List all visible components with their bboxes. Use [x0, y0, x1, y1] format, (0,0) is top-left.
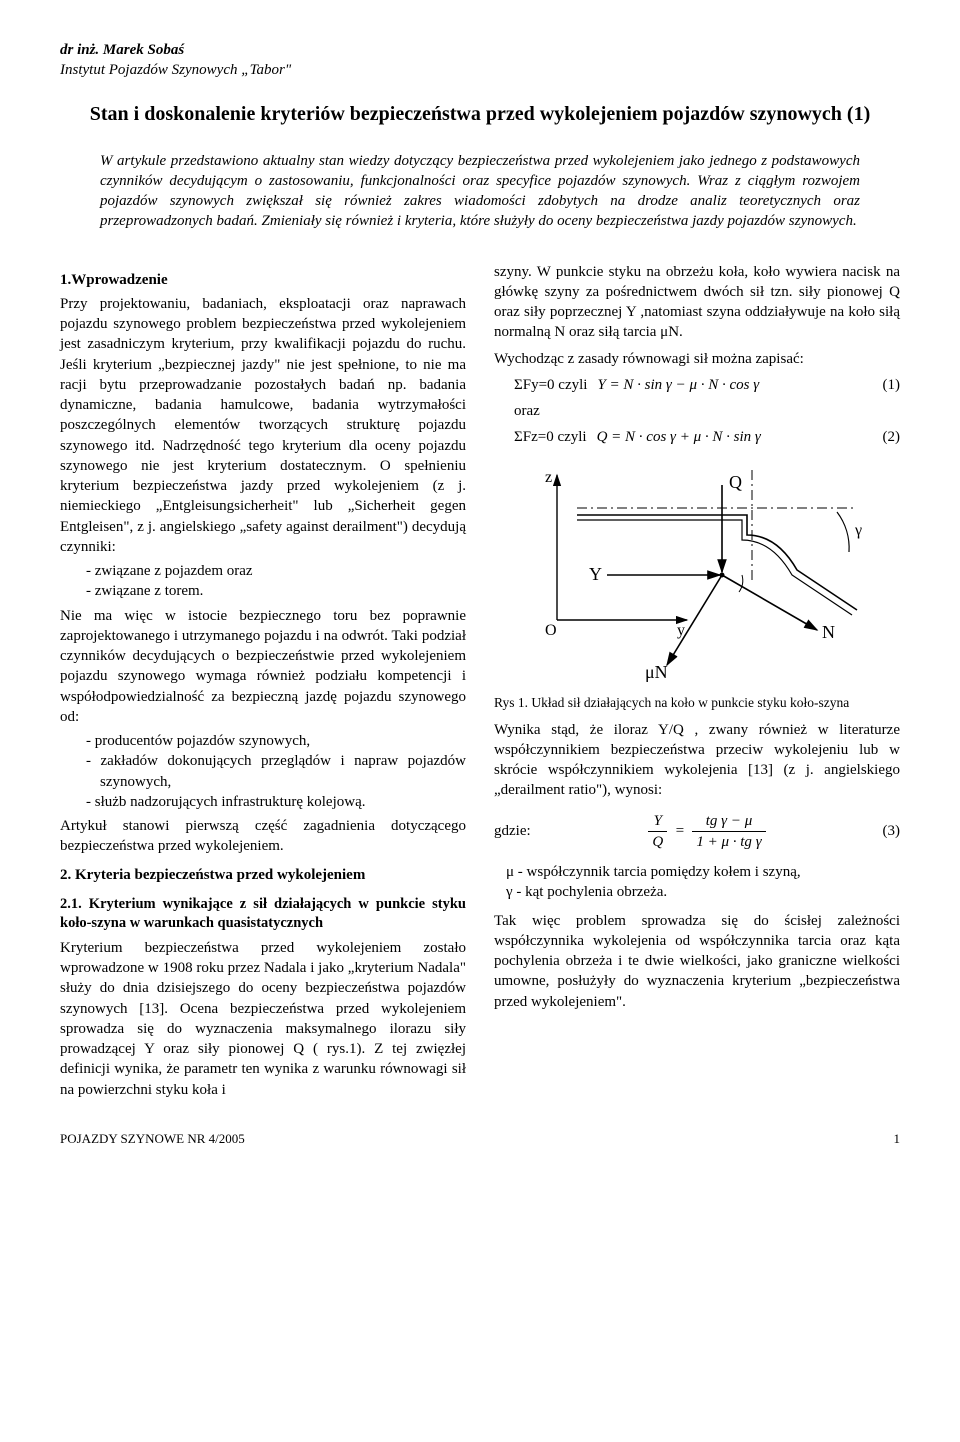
force-muN-label: μN — [645, 662, 668, 682]
factor-list-2: - producentów pojazdów szynowych, - zakł… — [86, 731, 466, 812]
eq2-number: (2) — [870, 427, 900, 447]
angle-gamma-label: γ — [854, 522, 862, 539]
author-block: dr inż. Marek Sobaś Instytut Pojazdów Sz… — [60, 40, 900, 81]
list-item: - zakładów dokonujących przeglądów i nap… — [86, 751, 466, 792]
author-name: dr inż. Marek Sobaś — [60, 40, 900, 60]
after-list-1: Nie ma więc w istocie bezpiecznego toru … — [60, 606, 466, 728]
left-column: 1.Wprowadzenie Przy projektowaniu, badan… — [60, 262, 466, 1100]
where-item: μ - współczynnik tarcia pomiędzy kołem i… — [506, 862, 900, 882]
equation-intro: Wychodząc z zasady równowagi sił można z… — [494, 349, 900, 369]
where-item: γ - kąt pochylenia obrzeża. — [506, 882, 900, 902]
eq2-body: Q = N · cos γ + μ · N · sin γ — [597, 427, 870, 447]
footer-page-number: 1 — [894, 1130, 901, 1148]
figure-1: z O y Y Q N — [494, 460, 900, 712]
footer-journal: POJAZDY SZYNOWE NR 4/2005 — [60, 1130, 245, 1148]
abstract: W artykule przedstawiono aktualny stan w… — [100, 151, 860, 232]
axis-z-label: z — [545, 469, 552, 486]
list-item: - służb nadzorujących infrastrukturę kol… — [86, 792, 466, 812]
eq1-number: (1) — [870, 375, 900, 395]
eq1-body: Y = N · sin γ − μ · N · cos γ — [597, 375, 870, 395]
right-column: szyny. W punkcie styku na obrzeżu koła, … — [494, 262, 900, 1100]
section-2-1-heading: 2.1. Kryterium wynikające z sił działają… — [60, 895, 466, 934]
force-Y-label: Y — [589, 564, 602, 584]
author-affiliation: Instytut Pojazdów Szynowych „Tabor" — [60, 60, 900, 80]
origin-label: O — [545, 622, 557, 639]
force-N-label: N — [822, 622, 835, 642]
eq3-body: YQ = tg γ − μ1 + μ · tg γ — [544, 811, 870, 853]
equation-oraz: oraz — [514, 401, 900, 421]
eq1-prefix: ΣFy=0 czyli — [514, 375, 587, 395]
after-list-2: Artykuł stanowi pierwszą część zagadnien… — [60, 816, 466, 857]
eq3-where-label: gdzie: — [494, 821, 544, 841]
wheel-rail-force-diagram: z O y Y Q N — [517, 460, 877, 690]
continuation-text: szyny. W punkcie styku na obrzeżu koła, … — [494, 262, 900, 343]
force-Q-label: Q — [729, 472, 742, 492]
list-item: - producentów pojazdów szynowych, — [86, 731, 466, 751]
two-column-body: 1.Wprowadzenie Przy projektowaniu, badan… — [60, 262, 900, 1100]
section-1-heading: 1.Wprowadzenie — [60, 270, 466, 290]
section-1-body: Przy projektowaniu, badaniach, eksploata… — [60, 294, 466, 557]
equation-3: gdzie: YQ = tg γ − μ1 + μ · tg γ (3) — [494, 811, 900, 853]
list-item: - związane z pojazdem oraz — [86, 561, 466, 581]
paper-title: Stan i doskonalenie kryteriów bezpieczeń… — [60, 101, 900, 127]
page-footer: POJAZDY SZYNOWE NR 4/2005 1 — [60, 1130, 900, 1148]
after-figure-text: Wynika stąd, że iloraz Y/Q , zwany równi… — [494, 720, 900, 801]
closing-paragraph: Tak więc problem sprowadza się do ścisłe… — [494, 911, 900, 1012]
factor-list-1: - związane z pojazdem oraz - związane z … — [86, 561, 466, 602]
where-definitions: μ - współczynnik tarcia pomiędzy kołem i… — [494, 862, 900, 903]
equation-2: ΣFz=0 czyli Q = N · cos γ + μ · N · sin … — [494, 427, 900, 447]
equation-1: ΣFy=0 czyli Y = N · sin γ − μ · N · cos … — [494, 375, 900, 395]
list-item: - związane z torem. — [86, 581, 466, 601]
section-2-1-body: Kryterium bezpieczeństwa przed wykolejen… — [60, 938, 466, 1100]
eq2-prefix: ΣFz=0 czyli — [514, 427, 587, 447]
figure-1-caption: Rys 1. Układ sił działających na koło w … — [494, 694, 900, 712]
section-2-heading: 2. Kryteria bezpieczeństwa przed wykolej… — [60, 865, 466, 885]
eq3-number: (3) — [870, 821, 900, 841]
